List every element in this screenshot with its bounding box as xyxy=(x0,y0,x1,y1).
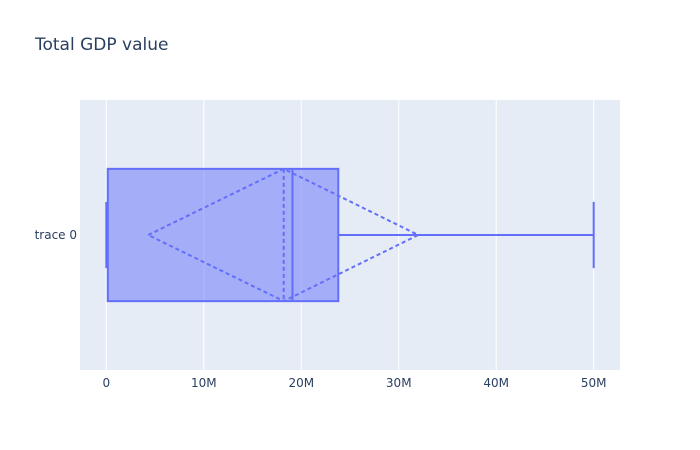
x-tick-label: 20M xyxy=(288,376,314,390)
y-category-label: trace 0 xyxy=(35,228,77,242)
axis-layer: 0 10M 20M 30M 40M 50M trace 0 xyxy=(35,228,607,390)
x-tick-label: 40M xyxy=(483,376,509,390)
chart-title: Total GDP value xyxy=(34,35,168,55)
x-tick-label: 0 xyxy=(102,376,110,390)
x-tick-label: 10M xyxy=(191,376,217,390)
box-layer xyxy=(105,167,595,303)
x-tick-label: 30M xyxy=(386,376,412,390)
sd-diamond xyxy=(145,167,421,303)
iqr-box[interactable] xyxy=(106,167,340,303)
x-tick-label: 50M xyxy=(581,376,607,390)
